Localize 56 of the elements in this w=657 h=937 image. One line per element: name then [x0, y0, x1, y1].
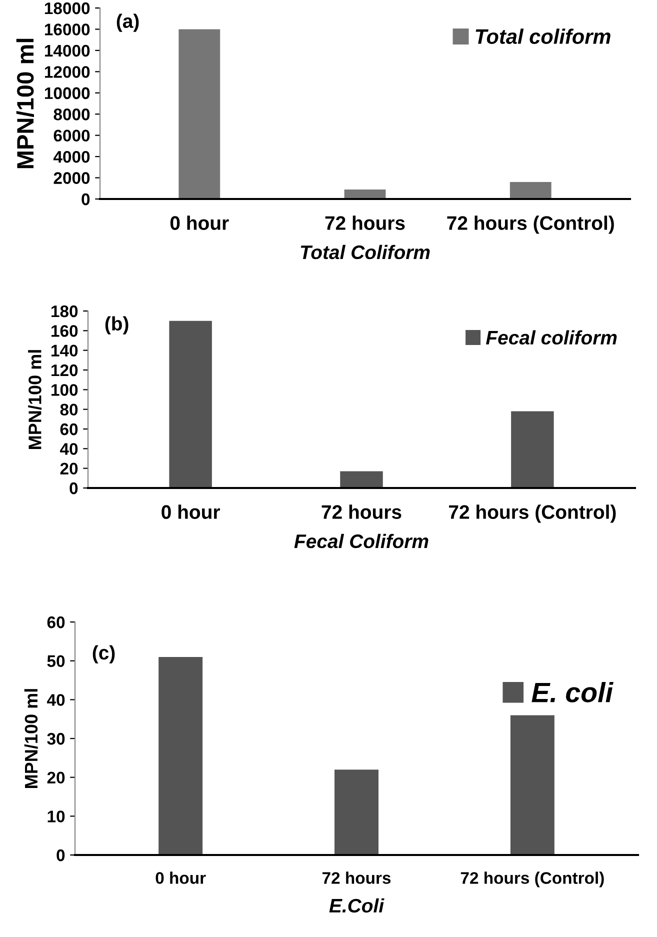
y-tick-label: 12000 — [44, 66, 90, 78]
y-tick-label: 16000 — [44, 24, 90, 36]
x-tick-label: 72 hours — [322, 504, 402, 519]
x-axis-title: Fecal Coliform — [294, 534, 428, 548]
y-tick-label: 50 — [47, 655, 65, 668]
y-tick-label: 2000 — [54, 172, 90, 184]
x-tick-label: 72 hours (Control) — [449, 504, 616, 523]
y-tick-label: 4000 — [53, 150, 90, 163]
y-tick-label: 8000 — [54, 108, 90, 120]
y-tick-label: 180 — [52, 305, 78, 318]
bar — [178, 29, 220, 199]
annotation: (c) — [92, 645, 115, 664]
y-tick-label: 100 — [52, 384, 78, 396]
y-axis-title: MPN/100 ml — [28, 350, 42, 449]
y-tick-label: 0 — [82, 193, 90, 206]
y-tick-label: 40 — [46, 694, 65, 706]
y-tick-label: 120 — [52, 364, 78, 376]
x-axis-title: E.Coli — [329, 898, 384, 913]
x-tick-label: 72 hours (Control) — [460, 872, 604, 888]
y-tick-label: 14000 — [44, 44, 90, 57]
x-axis-title: Total Coliform — [300, 244, 430, 260]
y-axis-title: MPN/100 ml — [16, 38, 34, 168]
legend-label: Fecal coliform — [486, 330, 617, 345]
y-tick-label: 40 — [60, 443, 78, 455]
bar — [169, 320, 212, 488]
x-tick-label: 0 hour — [170, 216, 229, 230]
y-tick-label: 60 — [60, 423, 78, 436]
y-tick-label: 0 — [56, 849, 65, 862]
y-tick-label: 20 — [60, 462, 78, 475]
x-tick-label: 0 hour — [156, 872, 206, 884]
bar — [334, 770, 378, 855]
y-tick-label: 30 — [47, 732, 65, 745]
y-tick-label: 80 — [60, 404, 78, 416]
annotation: (a) — [116, 14, 139, 32]
y-tick-label: 18000 — [44, 2, 90, 14]
legend-label: Total coliform — [476, 28, 610, 44]
y-tick-label: 140 — [52, 344, 78, 357]
bar — [510, 182, 552, 199]
y-tick-label: 0 — [70, 482, 78, 494]
x-tick-label: 0 hour — [162, 504, 220, 519]
y-tick-label: 10000 — [44, 87, 90, 100]
legend-label: E. coli — [532, 682, 614, 702]
y-tick-label: 10 — [48, 810, 65, 822]
x-tick-label: 72 hours — [322, 872, 391, 884]
y-tick-label: 20 — [47, 772, 65, 784]
y-tick-label: 6000 — [54, 130, 90, 142]
y-tick-label: 160 — [52, 325, 78, 337]
bar — [158, 656, 203, 855]
x-tick-label: 72 hours — [325, 216, 405, 230]
bar — [510, 715, 554, 855]
y-tick-label: 60 — [47, 616, 65, 628]
annotation: (b) — [105, 316, 128, 334]
bar — [511, 411, 554, 488]
y-axis-title: MPN/100 ml — [24, 689, 38, 788]
bar — [340, 471, 383, 488]
x-tick-label: 72 hours (Control) — [447, 216, 614, 234]
